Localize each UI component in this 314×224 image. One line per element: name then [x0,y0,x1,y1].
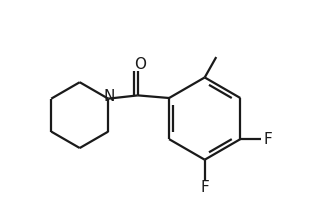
Text: F: F [263,132,272,147]
Text: O: O [134,57,146,72]
Text: F: F [200,180,209,195]
Text: N: N [104,88,115,103]
